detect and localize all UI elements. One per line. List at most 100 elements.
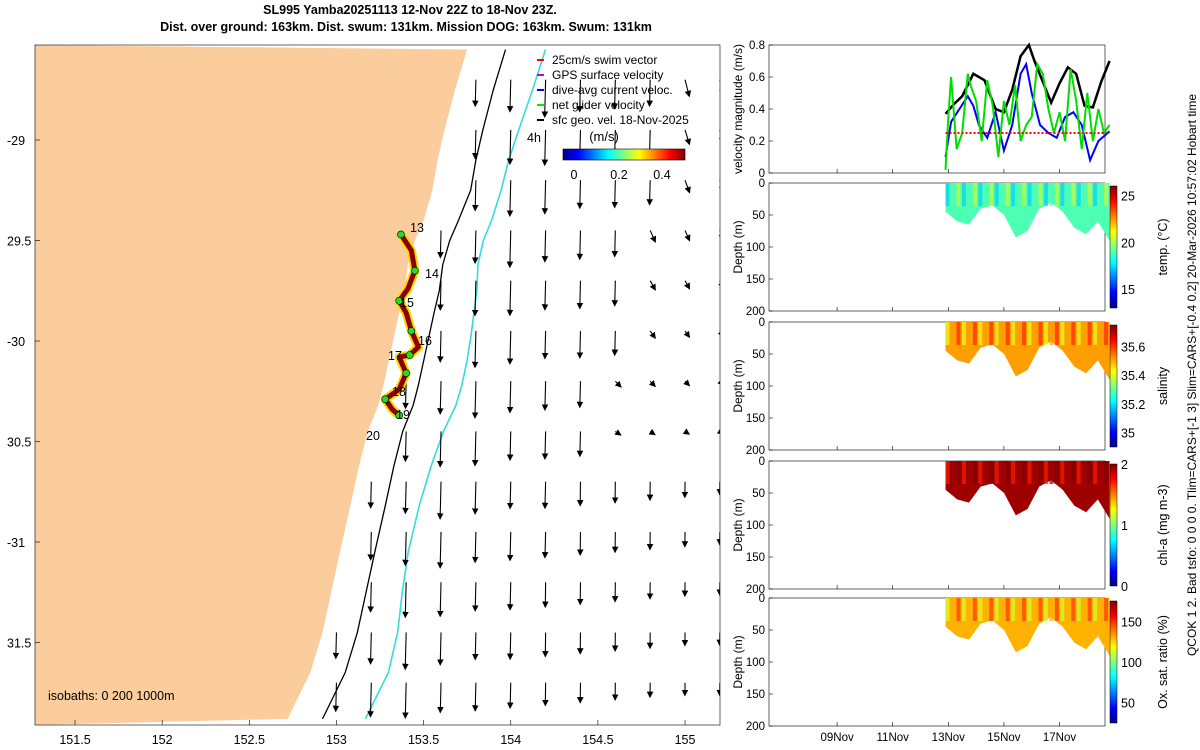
depth-section-texture: [994, 461, 999, 485]
speed-colorbar: [562, 148, 686, 161]
depth-section-texture: [1071, 322, 1076, 346]
hour-label: 4h: [527, 131, 541, 145]
depth-section-texture: [1060, 183, 1065, 207]
velocity-arrow: [472, 682, 479, 712]
depth-section-texture: [1087, 183, 1092, 207]
velocity-arrow: [541, 381, 549, 412]
track-point: [397, 230, 405, 239]
time-tick-label: 11Nov: [877, 732, 910, 744]
depth-section-texture: [1087, 598, 1092, 622]
lat-tick-label: -30: [7, 335, 25, 349]
depth-section-texture: [1000, 183, 1005, 207]
depth-ytick-label: 100: [746, 520, 765, 532]
velocity-arrow: [367, 632, 374, 665]
depth-section-texture: [1049, 598, 1054, 622]
velocity-arrow: [437, 280, 444, 311]
velocity-ytick-label: 0.8: [749, 40, 765, 52]
track-point: [402, 369, 410, 377]
velocity-arrow: [541, 330, 549, 360]
depth-ytick-label: 200: [746, 584, 765, 596]
depth-section-texture: [956, 322, 961, 346]
depth-section-texture: [967, 461, 972, 485]
velocity-arrow: [402, 381, 409, 410]
colorbar-tick-label: 0.4: [653, 168, 670, 182]
depth-section-texture: [1082, 183, 1087, 207]
depth-section-texture: [1000, 322, 1005, 346]
day-label: 13: [410, 221, 424, 235]
velocity-arrow: [471, 481, 479, 515]
velocity-arrow: [506, 481, 514, 510]
depth-section-texture: [1027, 322, 1032, 346]
depth-section-texture: [1087, 322, 1092, 346]
depth-section-texture: [1076, 461, 1081, 485]
velocity-arrow: [683, 379, 691, 387]
depth-section-frame: [768, 321, 1106, 451]
colorbar-tick-label: 35.2: [1121, 398, 1145, 412]
depth-section-texture: [1005, 322, 1010, 346]
velocity-arrow: [683, 330, 691, 339]
depth-ytick-label: 200: [746, 445, 765, 457]
track-point: [395, 296, 403, 305]
velocity-arrow: [506, 330, 514, 365]
depth-section-texture: [1038, 322, 1043, 346]
velocity-arrow: [402, 431, 409, 463]
velocity-arrow: [437, 230, 444, 259]
depth-section-texture: [1071, 461, 1076, 485]
velocity-arrow: [718, 180, 720, 193]
velocity-series-line: [944, 42, 1111, 115]
depth-section-texture: [1000, 598, 1005, 622]
velocity-arrow: [576, 330, 584, 359]
depth-section-texture: [1016, 598, 1021, 622]
section-colorbar-label: salinity: [1156, 366, 1170, 405]
depth-section-texture: [1011, 598, 1016, 622]
velocity-arrow: [541, 280, 549, 311]
velocity-plot-frame: [768, 44, 1106, 174]
velocity-arrow: [541, 481, 549, 510]
depth-section-texture: [1022, 598, 1027, 622]
section-colorbar-label: temp. (°C): [1156, 218, 1170, 275]
velocity-arrow: [506, 431, 514, 462]
lon-tick-label: 151.5: [59, 733, 90, 747]
day-label: 16: [418, 334, 432, 348]
depth-section-texture: [1033, 461, 1038, 485]
velocity-arrow: [716, 427, 720, 435]
depth-section-texture: [989, 183, 994, 207]
depth-ytick-label: 200: [746, 306, 765, 318]
depth-ytick-label: 150: [746, 552, 765, 564]
depth-section-texture: [1016, 183, 1021, 207]
lon-tick-label: 152.5: [234, 733, 265, 747]
depth-ytick-label: 150: [746, 274, 765, 286]
depth-section-texture: [1011, 183, 1016, 207]
colorbar-tick-label: 25: [1121, 189, 1135, 203]
velocity-arrow: [648, 380, 656, 388]
depth-ytick-label: 0: [759, 317, 765, 329]
depth-section-texture: [1104, 322, 1109, 346]
title-line-1: SL995 Yamba20251113 12-Nov 22Z to 18-Nov…: [263, 3, 557, 17]
velocity-arrow: [367, 582, 375, 613]
isobath-note: isobaths: 0 200 1000m: [48, 689, 174, 703]
velocity-ylabel: velocity magnitude (m/s): [731, 44, 745, 174]
colorbar-tick-label: 150: [1121, 615, 1142, 629]
colorbar-tick-label: 0.2: [610, 168, 627, 182]
time-tick-label: 09Nov: [820, 732, 853, 744]
depth-section-texture: [1038, 598, 1043, 622]
depth-section-texture: [1011, 461, 1016, 485]
depth-section-texture: [961, 461, 966, 485]
section-colorbar-label: Ox. sat. ratio (%): [1156, 615, 1170, 709]
title-line-2: Dist. over ground: 163km. Dist. swum: 13…: [160, 20, 652, 34]
velocity-arrow: [683, 280, 691, 290]
depth-section-texture: [1065, 183, 1070, 207]
velocity-arrow: [506, 280, 514, 317]
colorbar-tick-label: 2: [1121, 458, 1128, 472]
velocity-arrow: [576, 280, 584, 310]
depth-section-texture: [1033, 598, 1038, 622]
velocity-arrow: [367, 481, 375, 509]
depth-section-texture: [1104, 598, 1109, 622]
depth-section-texture: [1005, 598, 1010, 622]
depth-section-texture: [1093, 183, 1098, 207]
velocity-arrow: [541, 531, 549, 559]
depth-section-texture: [972, 598, 977, 622]
depth-section-texture: [1098, 322, 1103, 346]
velocity-arrow: [437, 632, 444, 666]
glider-track: [382, 233, 421, 418]
